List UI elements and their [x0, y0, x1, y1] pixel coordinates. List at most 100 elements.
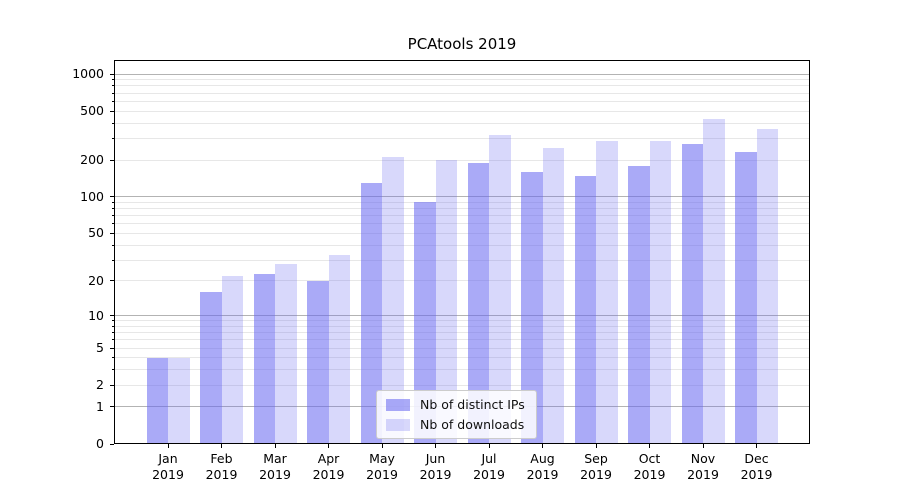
x-tick-month: Mar — [263, 451, 287, 466]
gridline-minor — [114, 215, 810, 217]
gridline-minor — [114, 100, 810, 102]
bar-downloads-Mar — [275, 263, 297, 444]
bar-distinct-ips-Jul — [467, 162, 489, 444]
y-tick-label-20: 20 — [88, 272, 104, 288]
gridline-minor — [114, 122, 810, 124]
gridline-minor — [114, 339, 810, 341]
y-tick-mark-20 — [110, 280, 114, 282]
x-tick-label-Oct: Oct 2019 — [620, 451, 680, 483]
x-tick-year: 2019 — [152, 467, 184, 482]
legend-label: Nb of distinct IPs — [420, 397, 525, 412]
x-tick-month: Dec — [744, 451, 769, 466]
gridline-minor — [114, 159, 810, 161]
legend: Nb of distinct IPs Nb of downloads — [376, 390, 537, 439]
y-tick-mark-1 — [110, 406, 114, 408]
x-tick-year: 2019 — [526, 467, 559, 482]
x-tick-year: 2019 — [259, 467, 291, 482]
legend-swatch-icon — [386, 418, 410, 431]
bar-downloads-May — [382, 157, 404, 444]
x-tick-month: Feb — [210, 451, 233, 466]
y-tick-label-2: 2 — [96, 377, 104, 393]
y-minor-tick-mark — [111, 85, 114, 87]
bar-distinct-ips-Sep — [574, 176, 596, 444]
x-tick-mark-Feb — [221, 444, 222, 448]
bar-downloads-Dec — [756, 128, 778, 444]
bar-downloads-Feb — [221, 276, 243, 444]
x-tick-mark-Mar — [274, 444, 276, 448]
x-tick-month: Jun — [425, 451, 446, 466]
y-minor-tick-mark — [111, 215, 114, 217]
bar-distinct-ips-Aug — [521, 171, 543, 444]
x-tick-month: Jul — [481, 451, 497, 466]
y-minor-tick-mark — [111, 325, 114, 327]
y-minor-tick-mark — [111, 223, 114, 225]
bar-downloads-Nov — [703, 119, 725, 444]
y-minor-tick-mark — [111, 244, 114, 246]
gridline-minor — [114, 137, 810, 139]
legend-item-downloads: Nb of downloads — [386, 417, 525, 432]
bar-distinct-ips-Nov — [681, 144, 703, 444]
plot-frame — [114, 60, 810, 444]
x-tick-mark-Jun — [435, 444, 436, 448]
y-tick-mark-2 — [110, 384, 114, 386]
x-tick-mark-Oct — [649, 444, 650, 448]
x-tick-label-Aug: Aug 2019 — [513, 451, 573, 483]
gridline-minor — [114, 320, 810, 322]
gridline-minor — [114, 223, 810, 225]
x-tick-year: 2019 — [580, 467, 612, 482]
y-tick-label-10: 10 — [88, 307, 104, 323]
gridline-minor — [114, 384, 810, 386]
x-tick-mark-Jan — [167, 444, 169, 448]
gridline-minor — [114, 110, 810, 112]
y-tick-label-100: 100 — [80, 188, 104, 204]
bar-distinct-ips-Dec — [735, 151, 757, 444]
x-tick-mark-Jul — [488, 444, 490, 448]
legend-swatch-icon — [386, 398, 410, 411]
gridline-minor — [114, 325, 810, 327]
x-tick-label-Nov: Nov 2019 — [673, 451, 733, 483]
y-minor-tick-mark — [111, 137, 114, 139]
gridline-minor — [114, 232, 810, 234]
x-tick-mark-Apr — [328, 444, 329, 448]
y-tick-mark-200 — [110, 159, 114, 161]
y-tick-label-50: 50 — [88, 225, 104, 241]
y-minor-tick-mark — [111, 369, 114, 371]
x-tick-year: 2019 — [687, 467, 719, 482]
bar-distinct-ips-Jun — [414, 202, 436, 444]
x-tick-month: Jan — [158, 451, 178, 466]
bar-downloads-Jul — [489, 134, 511, 444]
y-minor-tick-mark — [111, 122, 114, 124]
x-tick-label-May: May 2019 — [352, 451, 412, 483]
x-tick-label-Feb: Feb 2019 — [192, 451, 252, 483]
bar-downloads-Apr — [328, 255, 350, 444]
gridline-minor — [114, 332, 810, 334]
chart-title: PCAtools 2019 — [407, 35, 517, 53]
gridline-minor — [114, 92, 810, 94]
gridline-minor — [114, 259, 810, 261]
bar-downloads-Jan — [168, 357, 190, 444]
y-tick-label-0: 0 — [96, 436, 104, 451]
x-tick-year: 2019 — [740, 467, 773, 482]
y-tick-mark-0 — [110, 443, 114, 445]
y-tick-label-1000: 1000 — [72, 66, 104, 82]
gridline-minor — [114, 85, 810, 87]
legend-item-distinct-ips: Nb of distinct IPs — [386, 397, 525, 412]
x-tick-label-Mar: Mar 2019 — [245, 451, 305, 483]
y-tick-label-1: 1 — [96, 398, 104, 414]
gridline-major — [114, 73, 810, 75]
bar-downloads-Aug — [542, 148, 564, 444]
bar-distinct-ips-Feb — [200, 292, 222, 444]
gridline-major — [114, 196, 810, 198]
y-minor-tick-mark — [111, 259, 114, 261]
x-tick-label-Apr: Apr 2019 — [299, 451, 359, 483]
x-tick-mark-Nov — [702, 444, 704, 448]
x-tick-mark-Sep — [595, 444, 597, 448]
y-tick-mark-10 — [110, 315, 114, 317]
gridline-minor — [114, 347, 810, 349]
gridline-minor — [114, 201, 810, 203]
legend-label: Nb of downloads — [420, 417, 525, 432]
gridline-major — [114, 315, 810, 317]
y-minor-tick-mark — [111, 357, 114, 359]
y-tick-label-200: 200 — [80, 152, 104, 167]
